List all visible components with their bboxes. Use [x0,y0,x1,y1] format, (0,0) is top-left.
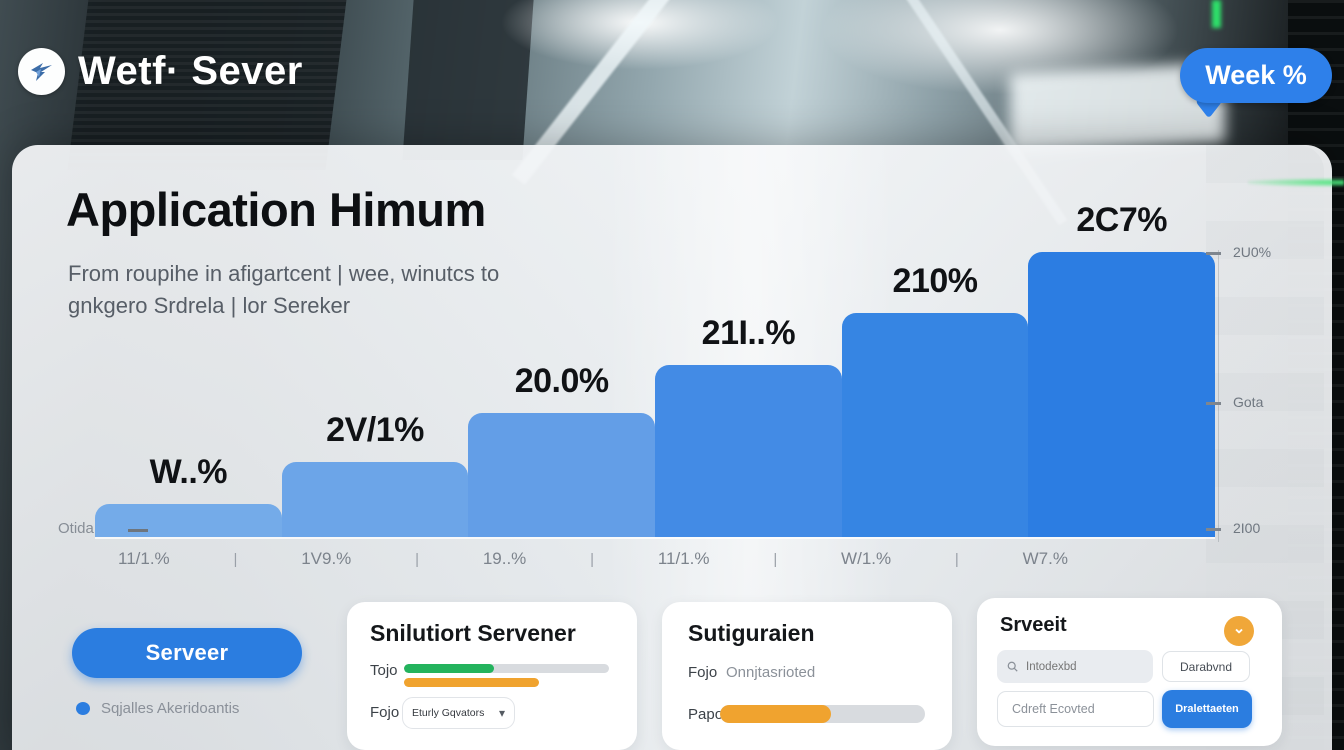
right-axis-tick-label: 2U0% [1233,244,1272,260]
green-progress-fill [404,664,495,673]
bar [655,365,842,537]
week-percent-badge[interactable]: Week % [1180,48,1332,103]
legend-dot [76,702,90,715]
bar [841,313,1029,537]
green-progress-track [404,664,609,673]
badge-label: Week % [1205,60,1307,90]
x-axis-label: W/1.% [841,549,892,568]
field1-value: Darabvnd [1179,659,1233,674]
x-axis-label: W7.% [1022,549,1068,568]
solution-server-card: Snilutiort Servener Tojo Fojo Eturly Gqv… [347,602,637,750]
legend-label: Sqjalles Akeridoantis [101,700,240,717]
right-axis-tick [1206,402,1221,405]
brand-logo[interactable]: Wetf· Sever [18,48,303,95]
server-form-card: Srveeit ⌄ Darabvnd Cdreft Ecovted Dralet… [977,598,1282,746]
search-icon [1007,661,1018,672]
right-axis-line [1218,250,1219,542]
search-input-wrap[interactable] [997,650,1153,683]
right-axis-tick [1206,252,1221,255]
x-axis: 11/1.% | 1V9.% | 19..% | 11/1.% | W/1.% | W7.% [118,549,1068,569]
orange-bar [404,678,539,687]
chevron-down-icon: ⌄ [1232,620,1246,637]
right-axis-tick-label: Gota [1233,394,1264,410]
logo-circle [18,48,65,95]
x-axis-separator: | [233,550,238,568]
parameters-button-label: Dralettaeten [1175,703,1239,715]
expand-button[interactable]: ⌄ [1224,616,1254,646]
caret-down-icon: ▾ [498,706,505,720]
card2-title: Sutiguraien [688,620,815,646]
card2-row1-label: Fojo [688,664,718,681]
orange-progress-track [720,705,925,723]
brand-name: Wetf· Sever [78,49,303,93]
bar-column-3: 20.0% [468,240,656,537]
page-title: Application Himum [66,183,486,236]
bar-column-2: 2V/1% [281,240,469,537]
bar [281,462,469,537]
x-axis-label: 1V9.% [301,549,352,568]
card2-row2-label: Papo [688,706,724,723]
bar-column-5: 210% [841,240,1029,537]
bar-value-label: 2C7% [1076,201,1167,239]
subtitle-line-2: gnkgero Srdrela | lor Sereker [68,293,351,318]
field-disabled[interactable]: Darabvnd [1162,651,1250,682]
orange-progress-fill [720,705,831,723]
select-value: Eturly Gqvators [412,707,485,719]
right-axis-tick [1206,528,1221,531]
page-subtitle: From roupihe in afigartcent | wee, winut… [68,258,499,322]
card3-title: Srveeit [1000,614,1067,636]
green-led-glow [1248,178,1344,187]
bar-value-label: 210% [892,262,978,300]
card1-row1-label: Tojo [370,662,398,679]
x-axis-separator: | [773,550,778,568]
configuration-card: Sutiguraien Fojo Onnjtasrioted Papo [662,602,952,750]
subtitle-line-1: From roupihe in afigartcent | wee, winut… [68,261,500,286]
x-axis-label: 11/1.% [657,549,710,568]
server-button[interactable]: Serveer [72,628,302,678]
bar-column-6: 2C7% [1028,201,1216,537]
card1-title: Snilutiort Servener [370,620,576,646]
bird-logo-icon [30,62,52,81]
card1-row2-label: Fojo [370,704,400,721]
field2-value: Cdreft Ecovted [1012,702,1095,716]
search-input[interactable] [1024,659,1143,674]
x-axis-separator: | [954,550,959,568]
right-axis-tick-label: 2I00 [1233,520,1261,536]
server-button-label: Serveer [145,640,229,665]
field-config[interactable]: Cdreft Ecovted [997,691,1154,727]
server-select-dropdown[interactable]: Eturly Gqvators ▾ [402,697,515,729]
x-axis-separator: | [415,550,420,568]
bar-chart: W..% 2V/1% 20.0% 21I..% 210% 2C7% [95,201,1216,537]
bar-value-label: 2V/1% [326,411,424,449]
x-axis-label: 11/1.% [118,549,170,568]
y-axis-origin-label: Otida [58,520,94,537]
bar [1028,252,1216,537]
bar [468,413,656,537]
x-axis-separator: | [590,550,595,568]
card2-row1-value: Onnjtasrioted [726,664,816,681]
chart-legend: Sqjalles Akeridoantis [76,700,239,717]
y-axis-origin-tick [128,529,148,532]
x-axis-label: 19..% [482,549,527,568]
parameters-button[interactable]: Dralettaeten [1162,690,1252,728]
green-led [1212,0,1221,28]
bar-value-label: W..% [149,453,228,491]
chart-baseline [95,537,1215,539]
bar-value-label: 21I..% [701,314,796,352]
bar-value-label: 20.0% [514,362,609,400]
header: Wetf· Sever Week % [0,0,1344,145]
bar-column-4: 21I..% [655,240,842,537]
bar-column-1: W..% [95,240,282,537]
bar [95,504,282,537]
